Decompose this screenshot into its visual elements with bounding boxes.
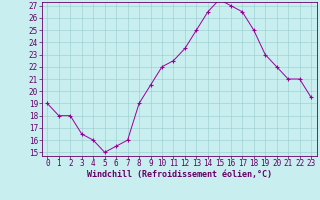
X-axis label: Windchill (Refroidissement éolien,°C): Windchill (Refroidissement éolien,°C) bbox=[87, 170, 272, 179]
